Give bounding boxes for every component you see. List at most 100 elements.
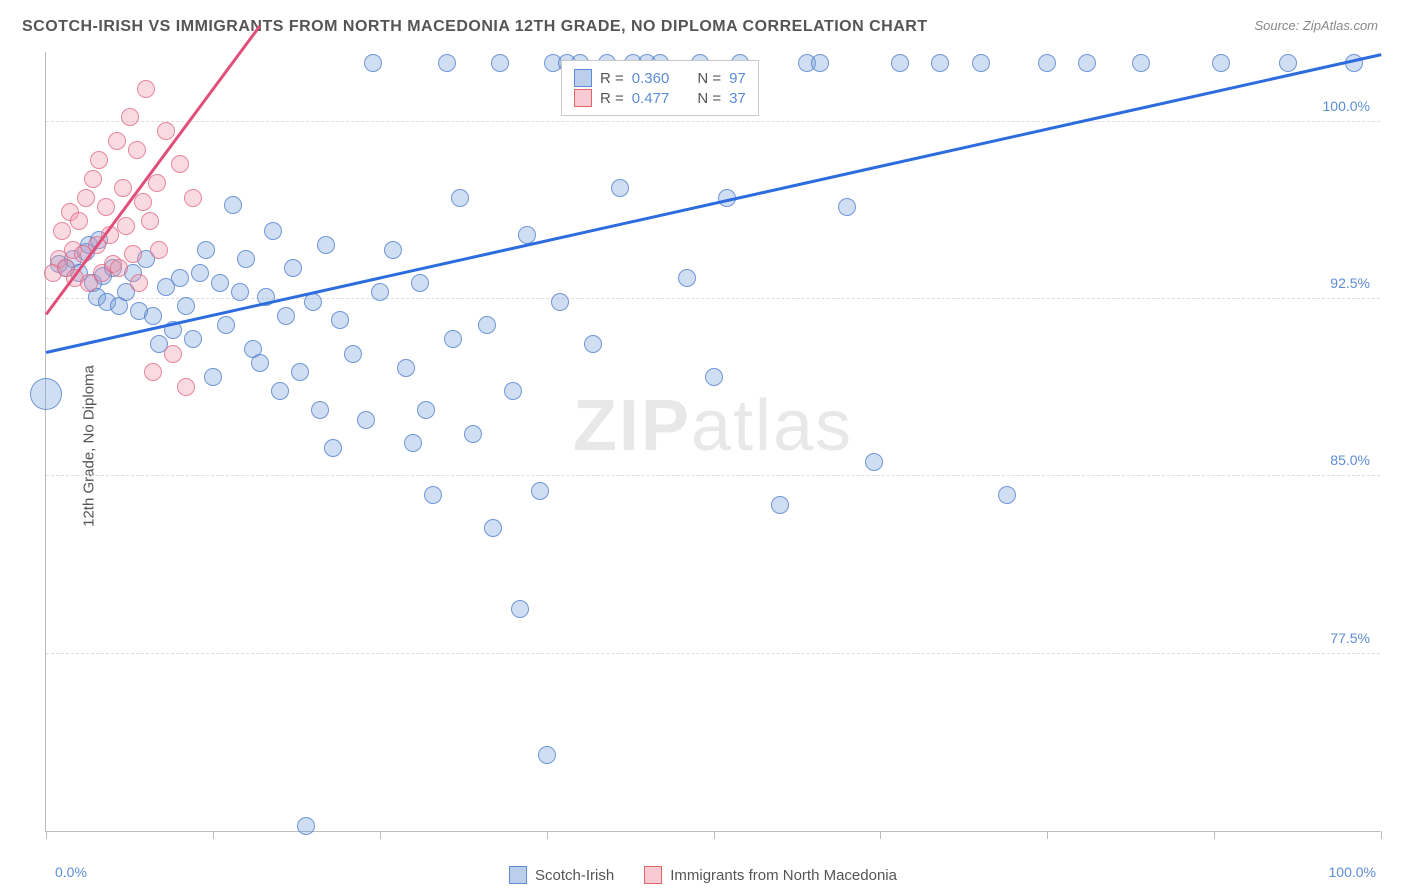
data-point — [144, 307, 162, 325]
data-point — [811, 54, 829, 72]
x-tick — [880, 831, 881, 839]
watermark-light: atlas — [691, 386, 853, 466]
data-point — [90, 151, 108, 169]
legend-swatch — [509, 866, 527, 884]
data-point — [384, 241, 402, 259]
y-tick-label: 92.5% — [1330, 275, 1370, 291]
data-point — [397, 359, 415, 377]
data-point — [184, 330, 202, 348]
y-tick-label: 77.5% — [1330, 630, 1370, 646]
gridline — [46, 121, 1380, 122]
data-point — [150, 241, 168, 259]
data-point — [484, 519, 502, 537]
data-point — [771, 496, 789, 514]
data-point — [77, 189, 95, 207]
scatter-plot-area: ZIPatlas 77.5% 85.0% 92.5% 100.0% R = 0.360 N … — [45, 52, 1380, 832]
data-point — [865, 453, 883, 471]
data-point — [357, 411, 375, 429]
data-point — [551, 293, 569, 311]
data-point — [108, 132, 126, 150]
data-point — [177, 297, 195, 315]
y-tick-label: 100.0% — [1323, 98, 1370, 114]
data-point — [611, 179, 629, 197]
data-point — [1078, 54, 1096, 72]
data-point — [1279, 54, 1297, 72]
watermark: ZIPatlas — [573, 385, 853, 467]
data-point — [237, 250, 255, 268]
data-point — [97, 198, 115, 216]
data-point — [438, 54, 456, 72]
x-tick — [547, 831, 548, 839]
data-point — [53, 222, 71, 240]
data-point — [678, 269, 696, 287]
n-value: 37 — [729, 90, 746, 107]
data-point — [84, 170, 102, 188]
data-point — [171, 155, 189, 173]
data-point — [424, 486, 442, 504]
data-point — [177, 378, 195, 396]
data-point — [404, 434, 422, 452]
n-label: N = — [697, 70, 721, 87]
legend-swatch — [574, 69, 592, 87]
data-point — [451, 189, 469, 207]
r-value: 0.360 — [632, 70, 670, 87]
data-point — [130, 274, 148, 292]
data-point — [124, 245, 142, 263]
data-point — [277, 307, 295, 325]
data-point — [931, 54, 949, 72]
data-point — [417, 401, 435, 419]
data-point — [317, 236, 335, 254]
data-point — [444, 330, 462, 348]
data-point — [164, 345, 182, 363]
data-point — [371, 283, 389, 301]
data-point — [110, 259, 128, 277]
bottom-legend: Scotch-Irish Immigrants from North Macedo… — [509, 866, 897, 884]
data-point — [411, 274, 429, 292]
n-value: 97 — [729, 70, 746, 87]
data-point — [271, 382, 289, 400]
data-point — [584, 335, 602, 353]
y-tick-label: 85.0% — [1330, 452, 1370, 468]
data-point — [148, 174, 166, 192]
legend-item: Scotch-Irish — [509, 866, 614, 884]
data-point — [998, 486, 1016, 504]
data-point — [114, 179, 132, 197]
data-point — [311, 401, 329, 419]
data-point — [344, 345, 362, 363]
data-point — [211, 274, 229, 292]
data-point — [157, 122, 175, 140]
legend-swatch — [644, 866, 662, 884]
data-point — [284, 259, 302, 277]
data-point — [331, 311, 349, 329]
data-point — [504, 382, 522, 400]
data-point — [972, 54, 990, 72]
data-point — [117, 217, 135, 235]
data-point — [491, 54, 509, 72]
r-label: R = — [600, 90, 624, 107]
legend-item: Immigrants from North Macedonia — [644, 866, 897, 884]
gridline — [46, 653, 1380, 654]
legend-swatch — [574, 89, 592, 107]
data-point — [1132, 54, 1150, 72]
regression-line — [45, 25, 261, 315]
legend-label: Immigrants from North Macedonia — [670, 867, 897, 884]
data-point — [134, 193, 152, 211]
x-tick — [1047, 831, 1048, 839]
chart-title: SCOTCH-IRISH VS IMMIGRANTS FROM NORTH MA… — [22, 18, 928, 36]
data-point — [30, 378, 62, 410]
data-point — [144, 363, 162, 381]
data-point — [531, 482, 549, 500]
data-point — [291, 363, 309, 381]
legend-label: Scotch-Irish — [535, 867, 614, 884]
data-point — [231, 283, 249, 301]
x-tick — [1381, 831, 1382, 839]
data-point — [217, 316, 235, 334]
r-label: R = — [600, 70, 624, 87]
data-point — [511, 600, 529, 618]
legend-row: R =0.477N =37 — [574, 89, 746, 107]
x-tick — [1214, 831, 1215, 839]
x-tick — [380, 831, 381, 839]
data-point — [538, 746, 556, 764]
data-point — [264, 222, 282, 240]
x-axis-max-label: 100.0% — [1329, 864, 1376, 880]
